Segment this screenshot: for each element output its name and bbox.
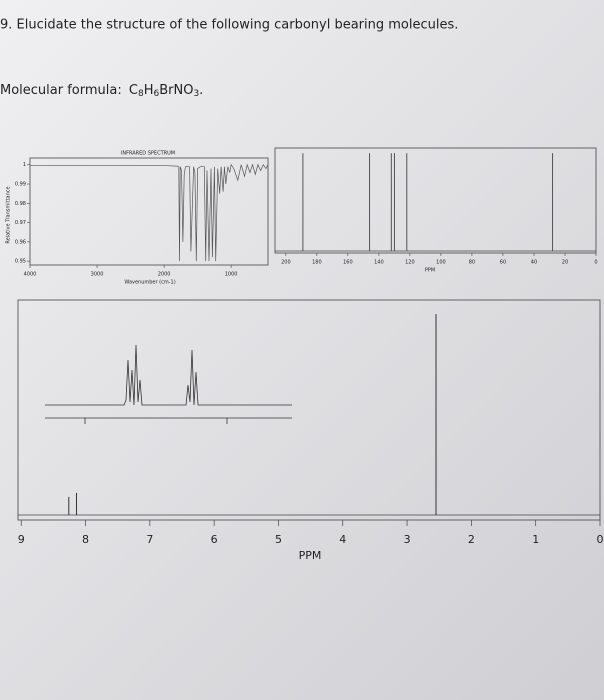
c13-x-tick-label: 180 [312,260,322,266]
ir-y-tick-label: 0.96 [15,239,26,245]
ir-y-label: Relative Transmittance [6,186,12,243]
h1-x-tick-label: 1 [532,533,539,546]
c13-x-tick-label: 140 [374,260,384,266]
ir-y-tick-label: 0.95 [15,259,26,265]
h1-inset-trace [45,344,292,406]
h1-x-tick-label: 7 [146,533,153,546]
ir-frame [29,157,269,266]
h1-x-label: PPM [299,549,322,562]
c13-x-tick-label: 120 [405,260,415,266]
c13-frame [274,147,597,254]
formula-sub: 3 [193,89,199,99]
ir-y-tick-label: 0.99 [15,182,26,188]
h1-x-tick-label: 0 [597,533,604,546]
h1-x-tick-label: 4 [339,533,346,546]
ir-x-tick-label: 2000 [158,272,171,278]
ir-x-tick-label: 3000 [91,272,104,278]
c13-x-tick-label: 80 [469,260,475,266]
ir-y-tick-label: 0.97 [15,220,26,226]
formula-sub: 6 [153,89,159,99]
c13-x-tick-label: 0 [594,260,597,266]
c13-x-tick-label: 160 [343,260,353,266]
ir-x-tick-label: 1000 [225,272,238,278]
formula-label: Molecular formula: [0,83,122,98]
c13-x-tick-label: 200 [281,260,291,266]
ir-y-tick-label: 1 [23,162,26,168]
c13-x-tick-label: 60 [500,260,506,266]
formula-part: C [129,83,138,98]
h1-x-tick-label: 2 [468,533,475,546]
formula-sub: 8 [138,89,144,99]
ir-title: INFRARED SPECTRUM [121,151,175,157]
c13-x-tick-label: 20 [562,260,568,266]
formula-part: BrNO [159,83,193,98]
h1-frame [17,299,601,521]
c13-x-tick-label: 100 [436,260,446,266]
formula-part: . [199,83,203,98]
c13-x-tick-label: 40 [531,260,537,266]
ir-x-tick-label: 4000 [24,272,37,278]
ir-trace [30,163,269,262]
h1-x-tick-label: 5 [275,533,282,546]
ir-x-label: Wavenumber (cm-1) [124,280,175,286]
h1-x-tick-label: 9 [18,533,25,546]
formula-part: H [144,83,154,98]
h1-x-tick-label: 6 [211,533,218,546]
h1-x-tick-label: 8 [82,533,89,546]
formula: Molecular formula: C8H6BrNO3. [0,83,203,99]
ir-y-tick-label: 0.98 [15,201,26,207]
c13-x-label: PPM [425,268,435,274]
question-title: 9. Elucidate the structure of the follow… [0,18,458,33]
h1-x-tick-label: 3 [404,533,411,546]
